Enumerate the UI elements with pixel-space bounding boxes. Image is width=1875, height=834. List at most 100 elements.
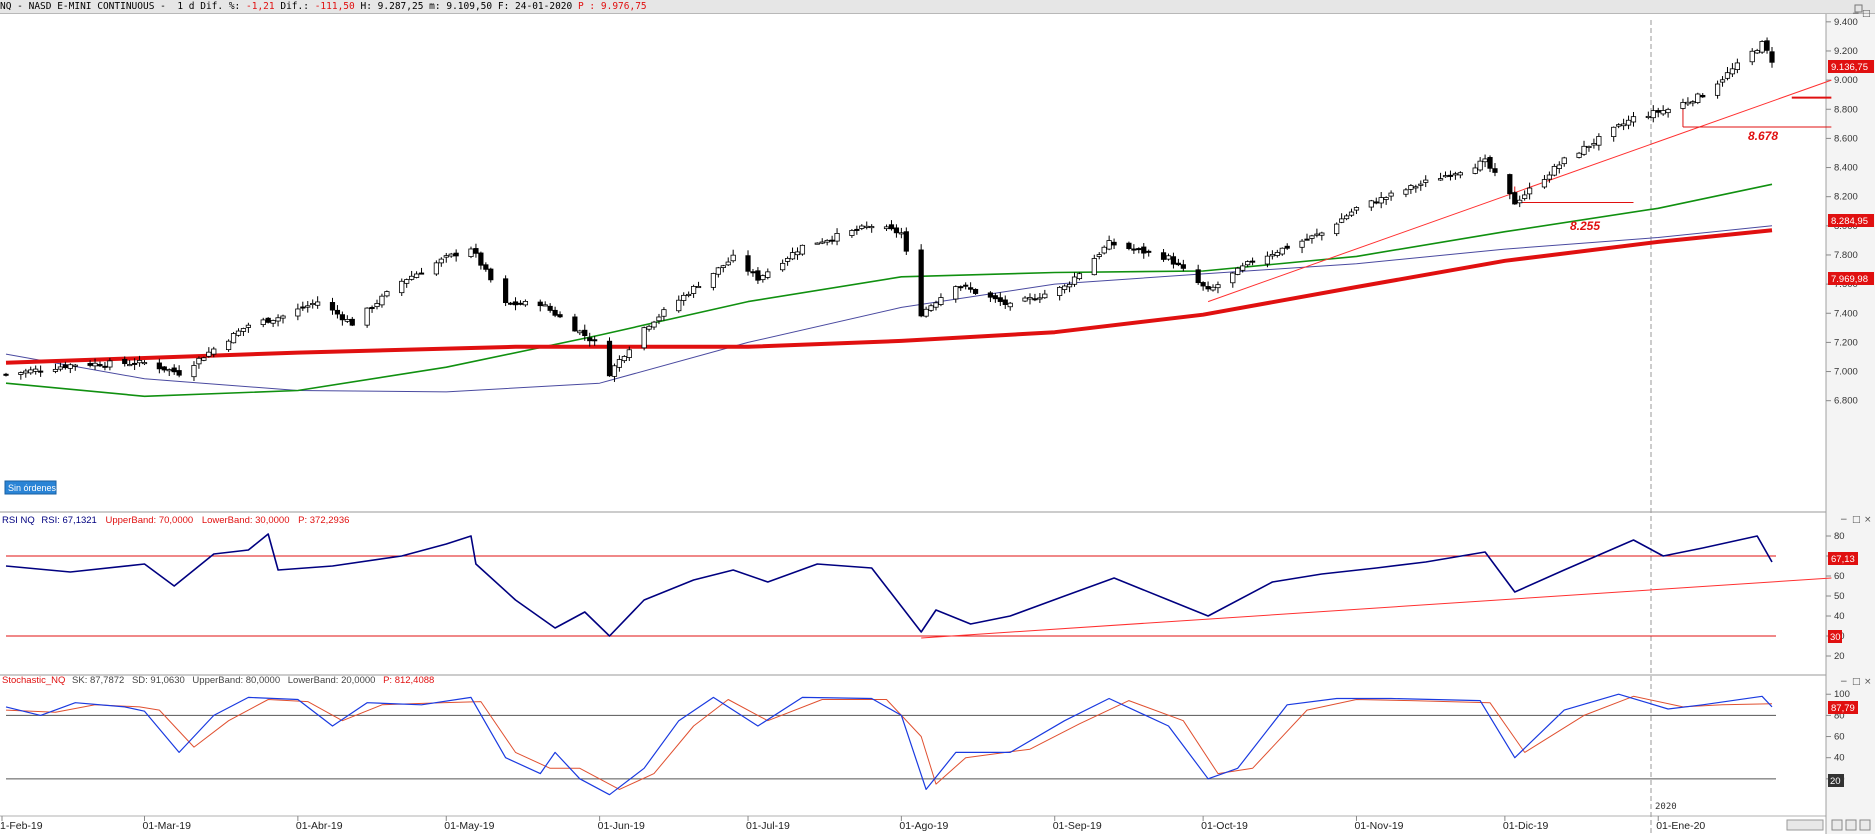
candle-up	[305, 305, 311, 308]
candle-down	[156, 362, 162, 370]
candle-down	[1373, 201, 1379, 204]
candle-up	[260, 319, 266, 325]
svg-text:Stochastic_NQ SK: 87,787: Stochastic_NQ SK: 87,7872 SD: 91,0630 Up…	[2, 675, 434, 686]
svg-text:RSI NQ RSI: 67,1321: RSI NQ RSI: 67,1321 UpperBand: 70,0000 L…	[2, 515, 349, 526]
rsi-maximize-icon[interactable]: □	[1852, 515, 1861, 525]
stoch-minimize-icon[interactable]: −	[1840, 677, 1848, 687]
header-chg: -111,50	[314, 1, 355, 12]
candle-up	[1695, 93, 1701, 103]
candle-up	[784, 258, 791, 262]
orders-badge[interactable]: Sin órdenes	[4, 480, 57, 495]
chart-header: NQ - NASD E-MINI CONTINUOUS - 1 d Dif. %…	[0, 0, 1875, 14]
header-date: 24-01-2020	[515, 1, 573, 12]
stoch-close-icon[interactable]: ×	[1864, 677, 1872, 687]
candle-up	[28, 369, 34, 374]
date-axis: 1-Feb-19 01-Mar-19 01-Abr-19 01-May-19 01-Ju…	[0, 816, 1705, 832]
candle-up	[1442, 175, 1449, 178]
candle-up	[695, 286, 702, 289]
rsi-minimize-icon[interactable]: −	[1840, 515, 1848, 525]
candle-up	[1591, 143, 1597, 146]
candle-up	[226, 340, 232, 351]
price-tick-label: 7.400	[1834, 308, 1858, 319]
candle-up	[681, 294, 687, 301]
candle-up	[1230, 272, 1236, 284]
candle-down	[1126, 242, 1132, 249]
header-chg-label: Dif.:	[280, 1, 309, 12]
candle-up	[819, 241, 825, 244]
candle-up	[23, 370, 29, 374]
candle-up	[765, 271, 771, 278]
zoom-fit-icon[interactable]	[1859, 819, 1871, 831]
candle-down	[1304, 238, 1310, 241]
zoom-out-icon[interactable]	[1845, 819, 1857, 831]
candle-up	[1437, 178, 1444, 181]
candle-up	[1027, 297, 1033, 300]
candle-up	[468, 248, 474, 257]
candle-up	[1235, 267, 1241, 275]
candle-down	[102, 365, 108, 368]
header-p-label: P :	[577, 1, 596, 12]
candle-up	[1630, 116, 1637, 123]
candle-up	[1477, 160, 1483, 171]
candle-up	[235, 330, 242, 336]
candle-up	[1314, 233, 1320, 236]
header-high: 9.287,25	[377, 1, 424, 12]
candle-up	[834, 233, 840, 242]
rsi-title-prefix: RSI NQ	[2, 515, 35, 526]
candle-up	[1734, 62, 1740, 70]
candle-up	[1274, 252, 1280, 256]
stoch-plot	[5, 693, 1776, 796]
window-restore-icon[interactable]	[1854, 4, 1863, 13]
header-low-label: m:	[429, 1, 441, 12]
candle-down	[547, 305, 553, 311]
rsi-tag-current-text: 67,13	[1831, 554, 1855, 565]
candle-up	[1457, 172, 1463, 176]
candle-up	[1245, 261, 1251, 266]
stoch-tick-label: 40	[1834, 753, 1845, 764]
candle-up	[938, 297, 944, 305]
panel-maximize-icon[interactable]: □	[1862, 9, 1871, 19]
panel-controls[interactable]: − □ − □ × − □ ×	[1786, 4, 1872, 831]
candle-up	[1556, 164, 1562, 169]
candle-down	[1131, 248, 1137, 251]
candle-up	[616, 359, 623, 368]
candle-up	[1057, 286, 1063, 296]
header-interval: 1 d	[177, 1, 195, 12]
candle-up	[1576, 152, 1582, 158]
candle-down	[122, 358, 128, 364]
rsi-trendline	[921, 577, 1832, 639]
candle-down	[992, 295, 998, 300]
stoch-title-lower: LowerBand: 20,0000	[288, 675, 376, 686]
candle-up	[409, 275, 415, 280]
candle-down	[171, 367, 177, 373]
price-tick-label: 8.400	[1834, 163, 1858, 174]
zoom-in-icon[interactable]	[1831, 819, 1843, 831]
candle-down	[552, 309, 558, 316]
header-chg-pct-label: Dif. %:	[200, 1, 241, 12]
candle-up	[1719, 79, 1726, 83]
stoch-maximize-icon[interactable]: □	[1852, 677, 1861, 687]
candle-down	[592, 339, 598, 342]
horizontal-scrollbar[interactable]	[1786, 819, 1824, 831]
level-label-8678: 8.678	[1748, 129, 1778, 143]
candle-up	[780, 262, 786, 271]
candle-down	[1032, 298, 1038, 301]
candle-down	[1170, 256, 1177, 265]
candle-down	[300, 306, 306, 309]
rsi-close-icon[interactable]: ×	[1864, 515, 1872, 525]
candle-down	[473, 248, 479, 254]
date-tick-label: 01-Abr-19	[296, 820, 343, 832]
candle-up	[1522, 194, 1528, 199]
candle-up	[794, 251, 801, 256]
candle-up	[661, 309, 667, 317]
candle-up	[443, 255, 449, 258]
candle-up	[626, 349, 632, 358]
date-tick-label: 01-Sep-19	[1053, 820, 1102, 832]
candle-down	[349, 318, 355, 326]
panel-minimize-icon[interactable]: −	[1852, 9, 1860, 19]
candle-up	[201, 357, 207, 361]
candle-down	[1492, 168, 1498, 173]
candle-down	[572, 316, 578, 332]
price-tick-label: 8.600	[1834, 133, 1858, 144]
